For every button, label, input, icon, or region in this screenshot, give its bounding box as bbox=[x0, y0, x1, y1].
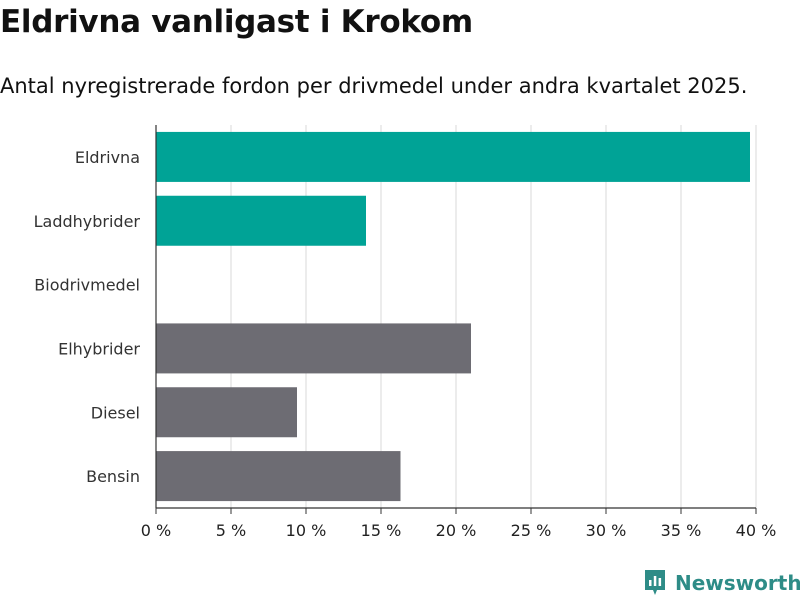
x-tick-label: 30 % bbox=[586, 521, 627, 540]
bar bbox=[156, 195, 366, 246]
newsworthy-logo-icon bbox=[645, 570, 665, 595]
category-label: Eldrivna bbox=[75, 148, 140, 167]
x-tick-label: 20 % bbox=[436, 521, 477, 540]
x-tick-label: 35 % bbox=[661, 521, 702, 540]
x-tick-label: 10 % bbox=[286, 521, 327, 540]
category-label: Bensin bbox=[86, 467, 140, 486]
x-tick-label: 25 % bbox=[511, 521, 552, 540]
bar bbox=[156, 323, 471, 374]
x-tick-label: 5 % bbox=[216, 521, 246, 540]
x-tick-label: 15 % bbox=[361, 521, 402, 540]
category-label: Diesel bbox=[91, 403, 140, 422]
category-label: Elhybrider bbox=[58, 339, 140, 358]
brand-logo: Newsworthy bbox=[643, 569, 800, 597]
x-tick-label: 0 % bbox=[141, 521, 171, 540]
brand-name: Newsworthy bbox=[675, 571, 800, 595]
chart-title: Eldrivna vanligast i Krokom bbox=[0, 4, 473, 40]
category-label: Biodrivmedel bbox=[34, 276, 140, 295]
bar bbox=[156, 131, 750, 182]
category-label: Laddhybrider bbox=[34, 212, 141, 231]
x-tick-label: 40 % bbox=[736, 521, 777, 540]
chart-subtitle: Antal nyregistrerade fordon per drivmede… bbox=[0, 74, 748, 98]
bar bbox=[156, 387, 297, 438]
bar bbox=[156, 451, 401, 502]
